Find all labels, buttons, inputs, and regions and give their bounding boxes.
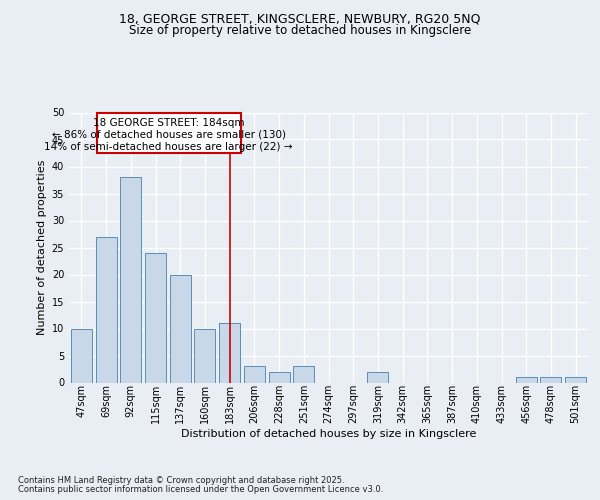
Bar [293,366,314,382]
Bar [219,323,240,382]
Bar [145,253,166,382]
Text: 18, GEORGE STREET, KINGSCLERE, NEWBURY, RG20 5NQ: 18, GEORGE STREET, KINGSCLERE, NEWBURY, … [119,12,481,26]
Text: Contains HM Land Registry data © Crown copyright and database right 2025.: Contains HM Land Registry data © Crown c… [18,476,344,485]
Text: 14% of semi-detached houses are larger (22) →: 14% of semi-detached houses are larger (… [44,142,293,152]
Text: Contains public sector information licensed under the Open Government Licence v3: Contains public sector information licen… [18,485,383,494]
Bar [565,377,586,382]
Text: Size of property relative to detached houses in Kingsclere: Size of property relative to detached ho… [129,24,471,37]
Bar [95,236,116,382]
Bar [71,328,92,382]
Bar [367,372,388,382]
Bar [170,274,191,382]
FancyBboxPatch shape [97,112,241,153]
Text: ← 86% of detached houses are smaller (130): ← 86% of detached houses are smaller (13… [52,130,286,140]
Bar [120,178,141,382]
Bar [194,328,215,382]
Bar [541,377,562,382]
Y-axis label: Number of detached properties: Number of detached properties [37,160,47,335]
Bar [269,372,290,382]
X-axis label: Distribution of detached houses by size in Kingsclere: Distribution of detached houses by size … [181,429,476,439]
Bar [244,366,265,382]
Text: 18 GEORGE STREET: 184sqm: 18 GEORGE STREET: 184sqm [93,118,244,128]
Bar [516,377,537,382]
